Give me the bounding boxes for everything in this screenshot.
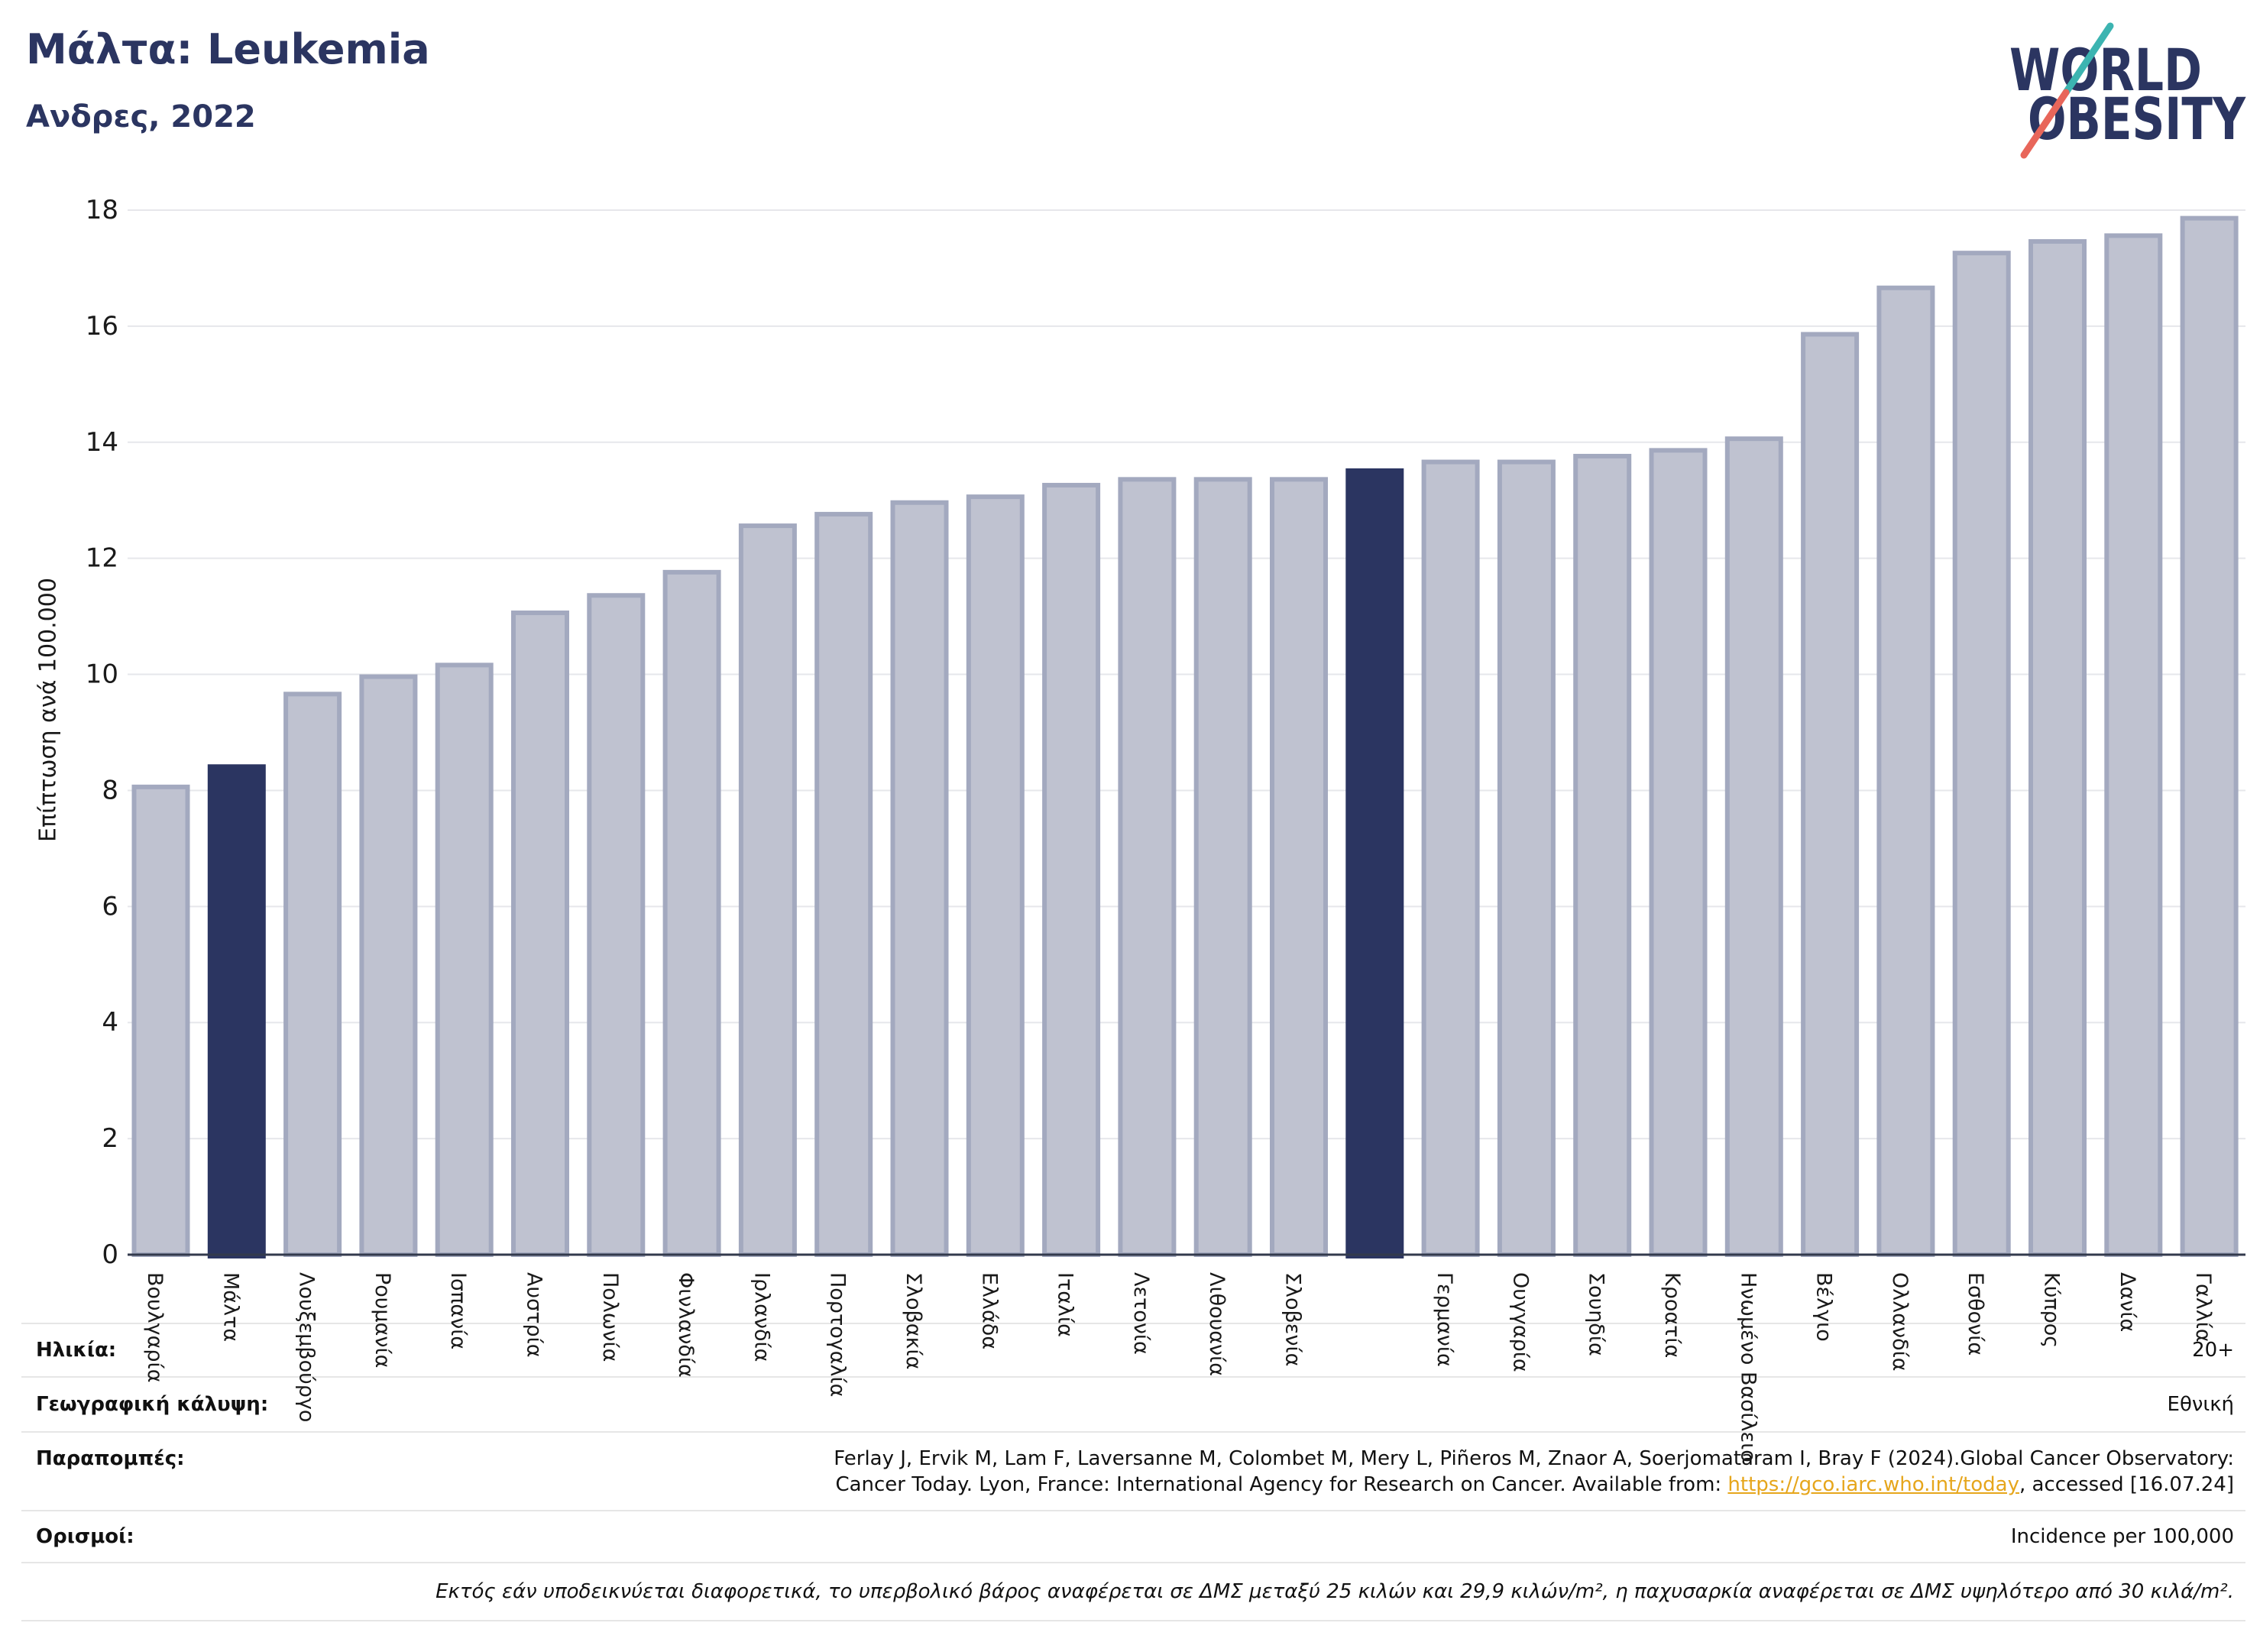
bar-12	[1042, 482, 1101, 1257]
y-axis-label: Επίπτωση ανά 100.000	[35, 578, 62, 842]
coverage-value: Εθνική	[2167, 1393, 2234, 1416]
definitions-label: Ορισμοί:	[36, 1525, 134, 1548]
gridlines	[128, 209, 2245, 1255]
references-label: Παραπομπές:	[36, 1447, 185, 1470]
bar-25	[2028, 238, 2087, 1258]
references-line-1: Ferlay J, Ervik M, Lam F, Laversanne M, …	[834, 1447, 2234, 1470]
info-row-note: Εκτός εάν υποδεικνύεται διαφορετικά, το …	[21, 1563, 2245, 1621]
bar-19	[1573, 453, 1632, 1257]
bar-27	[2180, 215, 2239, 1257]
y-tick-label: 12	[86, 543, 118, 574]
references-line-2-text: Cancer Today. Lyon, France: Internationa…	[835, 1473, 1728, 1496]
chart-title: Μάλτα: Leukemia	[26, 25, 430, 73]
y-tick-label: 14	[86, 427, 118, 458]
bar-5	[511, 611, 569, 1257]
logo-slash-coral	[2020, 89, 2070, 159]
y-tick-label: 4	[102, 1007, 118, 1038]
bar-9	[814, 511, 873, 1257]
bar-10	[890, 500, 949, 1257]
bar-8	[738, 523, 797, 1257]
info-row-coverage: Γεωγραφική κάλυψη: Εθνική	[21, 1378, 2245, 1433]
references-line-2: Cancer Today. Lyon, France: Internationa…	[834, 1472, 2234, 1498]
logo-text-world: WORLD	[2009, 36, 2202, 104]
bar-2	[283, 692, 342, 1257]
age-value: 20+	[2192, 1339, 2234, 1362]
logo-slash-teal	[2062, 22, 2114, 96]
age-label: Ηλικία:	[36, 1339, 117, 1362]
bar-6	[587, 593, 646, 1257]
info-table: Ηλικία: 20+ Γεωγραφική κάλυψη: Εθνική Πα…	[21, 1323, 2245, 1621]
bar-22	[1801, 332, 1860, 1258]
y-tick-label: 2	[102, 1123, 118, 1154]
coverage-label: Γεωγραφική κάλυψη:	[36, 1393, 269, 1416]
info-row-age: Ηλικία: 20+	[21, 1324, 2245, 1378]
bar-7	[662, 569, 721, 1257]
bar-18	[1497, 459, 1556, 1257]
y-tick-label: 10	[86, 659, 118, 690]
bar-13	[1118, 477, 1177, 1257]
bar-1-highlighted	[207, 764, 266, 1258]
y-tick-label: 18	[86, 195, 118, 225]
bar-11	[966, 494, 1025, 1257]
y-tick-labels: 0 2 4 6 8 10 12 14 16 18	[86, 195, 118, 1270]
footnote: Εκτός εάν υποδεικνύεται διαφορετικά, το …	[435, 1580, 2234, 1603]
bar-14	[1193, 477, 1252, 1257]
y-tick-label: 16	[86, 311, 118, 342]
references-link[interactable]: https://gco.iarc.who.int/today	[1727, 1473, 2020, 1496]
info-row-definitions: Ορισμοί: Incidence per 100,000	[21, 1511, 2245, 1563]
y-tick-label: 6	[102, 891, 118, 922]
bar-15	[1270, 477, 1328, 1257]
bar-4	[435, 662, 494, 1257]
chart-subtitle: Ανδρες, 2022	[26, 99, 256, 134]
bar-16-highlighted	[1345, 468, 1404, 1258]
references-value: Ferlay J, Ervik M, Lam F, Laversanne M, …	[834, 1446, 2234, 1498]
bar-23	[1876, 285, 1935, 1257]
definitions-value: Incidence per 100,000	[2010, 1525, 2234, 1548]
y-tick-label: 0	[102, 1239, 118, 1270]
y-tick-label: 8	[102, 775, 118, 805]
bar-26	[2104, 233, 2163, 1257]
world-obesity-logo: WORLD OBESITY	[2009, 22, 2246, 159]
references-line-2-tail: , accessed [16.07.24]	[2019, 1473, 2234, 1496]
bar-3	[359, 674, 418, 1257]
bar-21	[1724, 436, 1783, 1257]
bar-0	[131, 784, 190, 1257]
info-row-references: Παραπομπές: Ferlay J, Ervik M, Lam F, La…	[21, 1433, 2245, 1511]
bar-20	[1649, 448, 1708, 1257]
bar-17	[1421, 459, 1480, 1257]
bar-24	[1952, 251, 2011, 1257]
bars	[131, 215, 2239, 1258]
